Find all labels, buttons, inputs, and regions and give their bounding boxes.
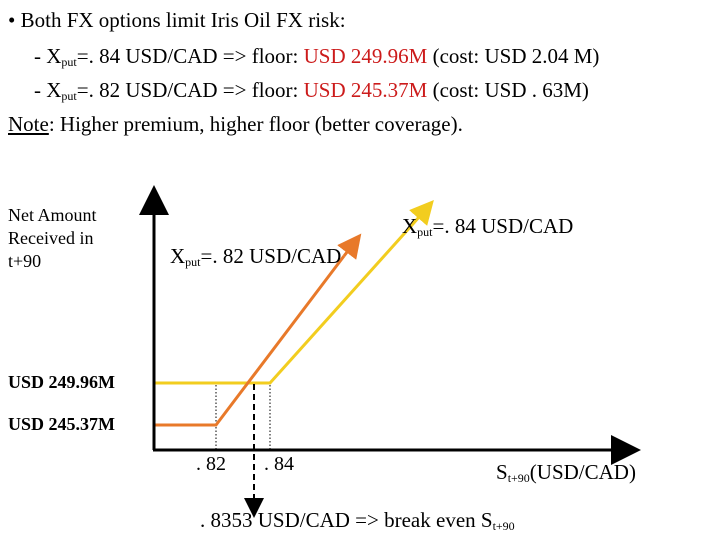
- curve84-prefix: X: [402, 214, 418, 238]
- level-high-label: USD 249.96M: [8, 372, 115, 392]
- tick-label-84: . 84: [264, 453, 294, 475]
- put84-sub: put: [61, 55, 77, 69]
- payoff-line-84: [154, 223, 414, 385]
- curve82-rest: =. 82 USD/CAD: [200, 244, 342, 268]
- put84-cost: (cost: USD 2.04 M): [427, 44, 600, 68]
- xlabel-sub: t+90: [507, 471, 530, 485]
- xlabel-main: S: [496, 460, 508, 484]
- y-axis-label: Net Amount Received in t+90: [8, 205, 97, 271]
- level-low-label: USD 245.37M: [8, 414, 115, 434]
- breakeven-sub: t+90: [492, 519, 515, 533]
- note-text: : Higher premium, higher floor (better c…: [48, 112, 463, 136]
- tick-label-82: . 82: [196, 453, 226, 475]
- put84-mid: =. 84 USD/CAD => floor:: [76, 44, 304, 68]
- bullet-line-1: • Both FX options limit Iris Oil FX risk…: [8, 8, 346, 32]
- breakeven-label: . 8353 USD/CAD => break even St+90: [200, 508, 515, 533]
- bullet-put84: - Xput=. 84 USD/CAD => floor: USD 249.96…: [34, 44, 599, 68]
- note-line: Note: Higher premium, higher floor (bett…: [8, 112, 463, 136]
- payoff-line-82: [154, 255, 346, 427]
- x-axis-label: St+90(USD/CAD): [496, 460, 636, 485]
- curve84-sub: put: [417, 225, 433, 239]
- curve-label-84: Xput=. 84 USD/CAD: [402, 214, 573, 239]
- curve82-prefix: X: [170, 244, 186, 268]
- put82-floor: USD 245.37M: [303, 78, 428, 102]
- put84-floor: USD 249.96M: [303, 44, 428, 68]
- put82-cost: (cost: USD . 63M): [427, 78, 589, 102]
- curve82-sub: put: [185, 255, 201, 269]
- put82-prefix: - X: [34, 78, 62, 102]
- put82-sub: put: [61, 89, 77, 103]
- curve84-rest: =. 84 USD/CAD: [432, 214, 574, 238]
- arrowhead-82: [337, 233, 362, 260]
- note-label: Note: [8, 112, 49, 136]
- breakeven-text: . 8353 USD/CAD => break even S: [200, 508, 493, 532]
- bullet-put82: - Xput=. 82 USD/CAD => floor: USD 245.37…: [34, 78, 589, 102]
- put84-prefix: - X: [34, 44, 62, 68]
- put82-mid: =. 82 USD/CAD => floor:: [76, 78, 304, 102]
- curve-label-82: Xput=. 82 USD/CAD: [170, 244, 341, 269]
- xlabel-unit: (USD/CAD): [529, 460, 636, 484]
- arrowhead-84: [409, 199, 434, 226]
